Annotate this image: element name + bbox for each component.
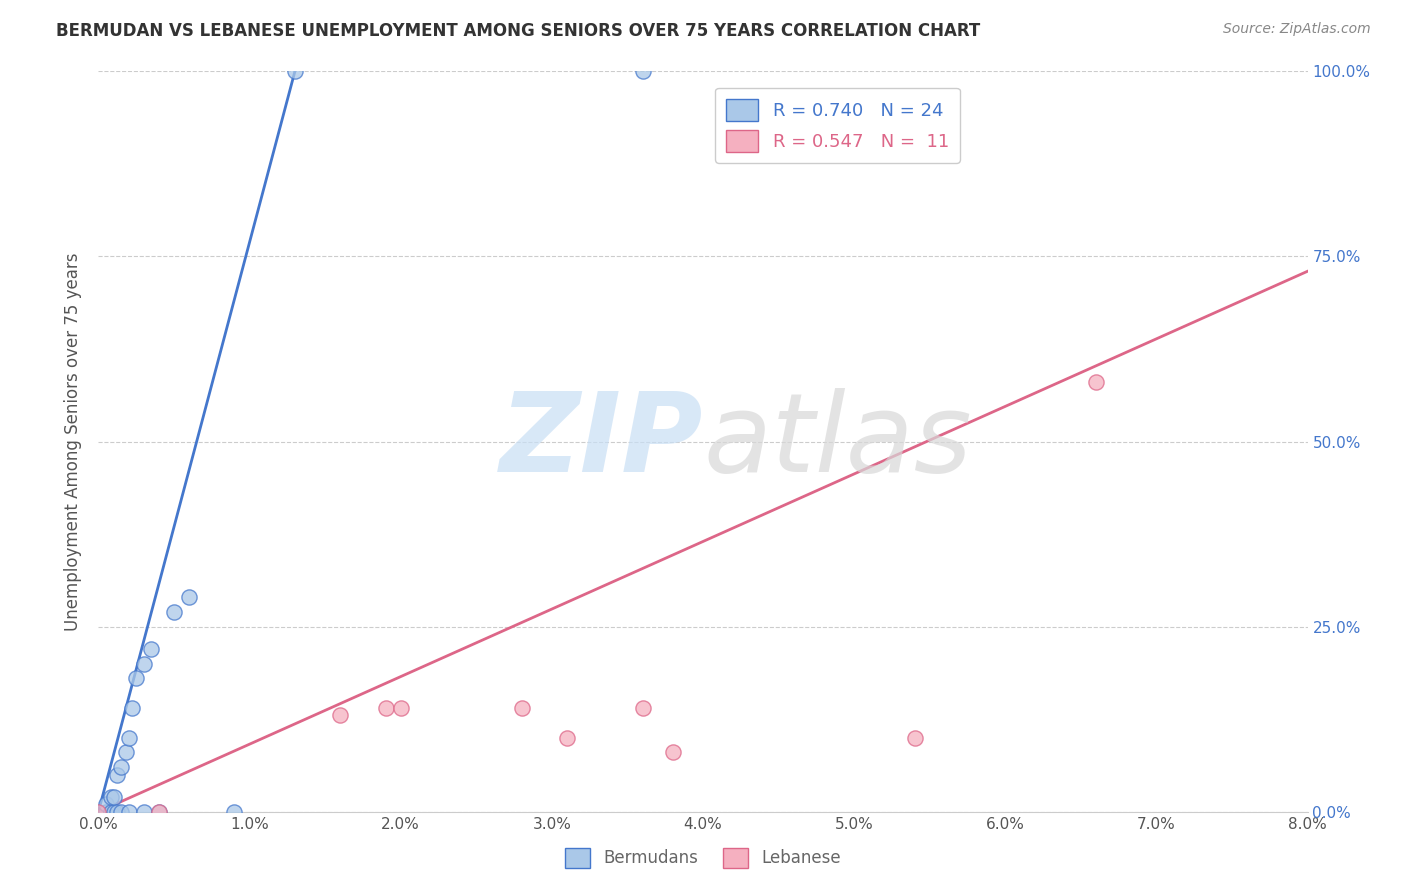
Legend: R = 0.740   N = 24, R = 0.547   N =  11: R = 0.740 N = 24, R = 0.547 N = 11 xyxy=(716,87,960,162)
Point xyxy=(510,701,533,715)
Point xyxy=(661,746,683,760)
Point xyxy=(224,805,246,819)
Point xyxy=(163,605,186,619)
Point xyxy=(374,701,396,715)
Point xyxy=(118,805,141,819)
Y-axis label: Unemployment Among Seniors over 75 years: Unemployment Among Seniors over 75 years xyxy=(65,252,83,631)
Text: Source: ZipAtlas.com: Source: ZipAtlas.com xyxy=(1223,22,1371,37)
Point xyxy=(389,701,412,715)
Point xyxy=(132,805,155,819)
Point xyxy=(103,805,125,819)
Point xyxy=(904,731,927,745)
Point xyxy=(100,805,122,819)
Point xyxy=(148,805,170,819)
Text: BERMUDAN VS LEBANESE UNEMPLOYMENT AMONG SENIORS OVER 75 YEARS CORRELATION CHART: BERMUDAN VS LEBANESE UNEMPLOYMENT AMONG … xyxy=(56,22,980,40)
Text: atlas: atlas xyxy=(703,388,972,495)
Point xyxy=(94,797,117,812)
Legend: Bermudans, Lebanese: Bermudans, Lebanese xyxy=(558,841,848,875)
Point xyxy=(125,672,148,686)
Point xyxy=(132,657,155,671)
Point xyxy=(148,805,170,819)
Point xyxy=(103,789,125,804)
Point xyxy=(631,64,654,78)
Point xyxy=(105,767,128,781)
Point xyxy=(141,641,163,656)
Point xyxy=(94,805,117,819)
Text: ZIP: ZIP xyxy=(499,388,703,495)
Point xyxy=(179,590,201,604)
Point xyxy=(110,805,132,819)
Point xyxy=(87,805,110,819)
Point xyxy=(110,760,132,774)
Point xyxy=(121,701,143,715)
Point xyxy=(631,701,654,715)
Point xyxy=(555,731,578,745)
Point xyxy=(105,805,128,819)
Point xyxy=(114,746,136,760)
Point xyxy=(284,64,307,78)
Point xyxy=(329,708,352,723)
Point xyxy=(100,789,122,804)
Point xyxy=(1085,376,1108,390)
Point xyxy=(118,731,141,745)
